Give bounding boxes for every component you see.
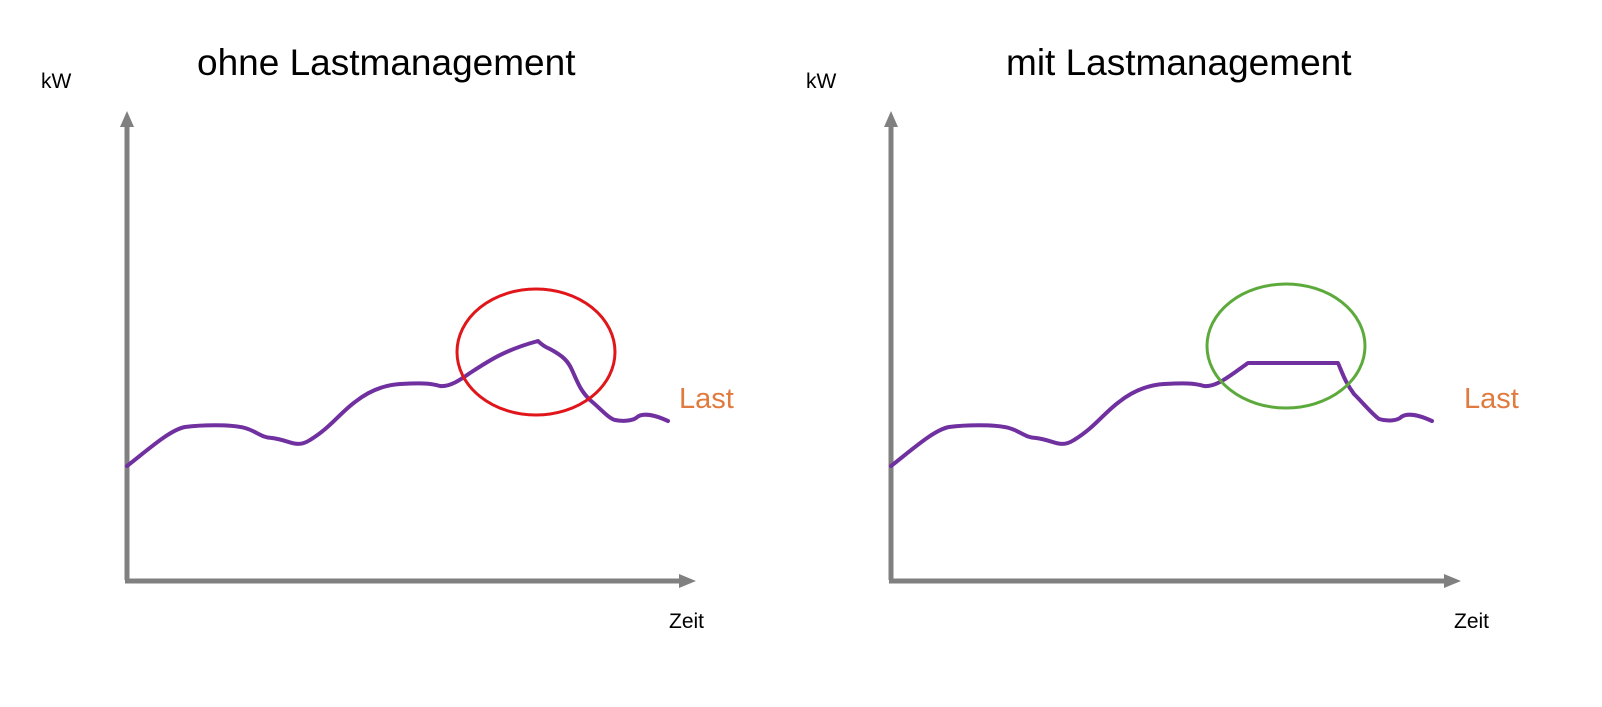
x-axis-label: Zeit [669,610,705,633]
series-label-last: Last [1464,383,1519,415]
y-axis-arrowhead [884,111,898,127]
peak-highlight-ring [455,287,617,417]
series-label-last: Last [679,383,734,415]
panel-title: mit Lastmanagement [1006,42,1352,83]
x-axis-label: Zeit [1454,610,1490,633]
panel-title: ohne Lastmanagement [197,42,576,83]
y-axis-label: kW [41,70,72,93]
load-curve [125,339,670,468]
peak-highlight-ring [1205,282,1367,410]
y-axis-label: kW [806,70,837,93]
load-curve-plot [884,111,1461,588]
load-curve-plot [120,111,696,588]
panel-with-load-management: mit Lastmanagement kW Zeit Last [785,0,1586,707]
y-axis-arrowhead [120,111,134,127]
panel-without-load-management: ohne Lastmanagement kW Zeit Last [41,42,734,633]
load-curve [889,361,1434,468]
x-axis-arrowhead [1444,574,1461,588]
x-axis-arrowhead [679,574,696,588]
